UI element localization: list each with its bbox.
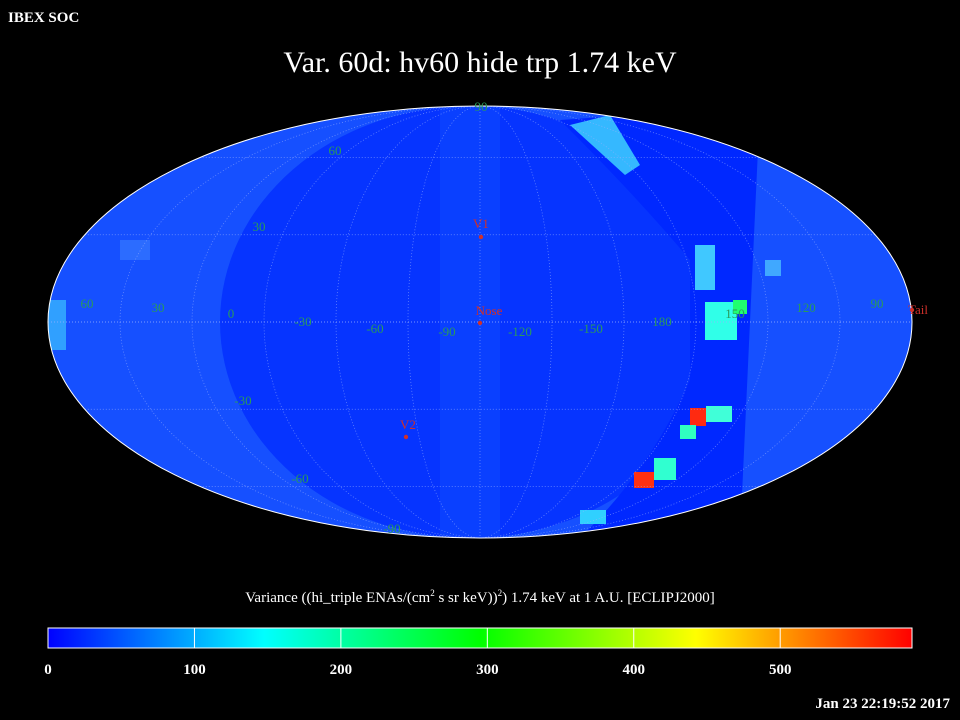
map-patch (120, 240, 150, 260)
map-patch (705, 302, 737, 340)
marker-label: V2 (400, 417, 416, 432)
timestamp: Jan 23 22:19:52 2017 (815, 696, 950, 712)
longitude-label: 150 (725, 306, 745, 321)
map-labels: 90 60 30 -30 -60 -90 60 30 0 -30 -60 -90 -120 -150 180… (81, 99, 929, 536)
longitude-label: -30 (294, 314, 311, 329)
map-patch (654, 458, 676, 480)
latitude-label: 90 (475, 99, 488, 114)
map-patch (733, 300, 747, 314)
map-patch (765, 260, 781, 276)
marker-label: V1 (473, 216, 489, 231)
map-patch (634, 472, 654, 488)
longitude-label: -120 (508, 324, 532, 339)
colorbar-tick-label: 100 (183, 662, 206, 678)
map-patch (690, 408, 706, 426)
colorbar-tick-label: 400 (623, 662, 646, 678)
marker-dot (909, 307, 915, 313)
colorbar-label-part: s sr keV)) (435, 590, 498, 606)
map-outline (47, 105, 913, 539)
map-patch (695, 245, 715, 290)
colorbar-tick-label: 0 (44, 662, 52, 678)
colorbar (47, 627, 913, 649)
colorbar-tick-label: 200 (330, 662, 353, 678)
colorbar-label-superscript: 2 (498, 588, 503, 598)
colorbar-tick-label: 300 (476, 662, 499, 678)
longitude-label: 0 (228, 306, 235, 321)
map-patch (48, 300, 66, 350)
map-stripe (440, 106, 500, 538)
colorbar-tick-label: 500 (769, 662, 792, 678)
latitude-label: -90 (383, 521, 400, 536)
marker-label: Tail (908, 302, 928, 317)
latitude-label: 30 (253, 219, 266, 234)
longitude-label: -60 (366, 321, 383, 336)
latitude-label: -60 (291, 471, 308, 486)
colorbar-label: Variance ((hi_triple ENAs/(cm2 s sr keV)… (245, 588, 714, 606)
title: Var. 60d: hv60 hide trp 1.74 keV (283, 46, 677, 79)
marker-dot (478, 234, 484, 240)
colorbar-label-part: Variance ((hi_triple ENAs/(cm (245, 590, 430, 606)
colorbar-label-part: ) 1.74 keV at 1 A.U. [ECLIPJ2000] (502, 590, 715, 606)
marker-label: Nose (476, 303, 503, 318)
latitude-label: 60 (329, 143, 342, 158)
map-dark-region (560, 106, 760, 538)
longitude-label: 30 (152, 300, 165, 315)
longitude-label: -150 (579, 321, 603, 336)
marker-dot (477, 320, 483, 326)
colorbar-ticks: 0 100 200 300 400 500 (44, 628, 791, 678)
longitude-label: -90 (438, 324, 455, 339)
longitude-label: 90 (871, 296, 884, 311)
latitude-label: -30 (234, 393, 251, 408)
longitude-label: 60 (81, 296, 94, 311)
map-patch (706, 406, 732, 422)
map-patch (680, 425, 696, 439)
source-label: IBEX SOC (8, 10, 79, 26)
map-patch (580, 510, 606, 524)
colorbar-label-superscript: 2 (430, 588, 435, 598)
marker-dot (403, 434, 409, 440)
longitude-label: 120 (796, 300, 816, 315)
longitude-label: 180 (652, 314, 672, 329)
